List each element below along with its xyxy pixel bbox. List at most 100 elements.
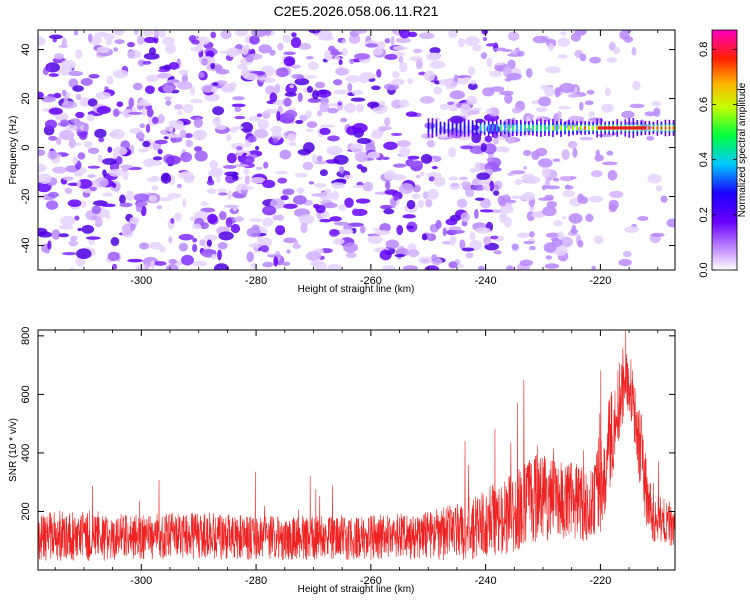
spectrogram-blob: [277, 42, 284, 51]
spectrogram-blob: [119, 194, 126, 205]
spectrogram-blob: [493, 250, 502, 255]
spectrogram-blob: [102, 158, 117, 165]
spectrogram-blob: [461, 181, 472, 189]
spectrogram-blob: [567, 93, 580, 98]
spectrogram-blob: [564, 185, 574, 190]
spectrogram-blob: [143, 52, 160, 60]
spectrogram-blob: [419, 32, 435, 40]
spectrogram-blob: [577, 193, 585, 204]
spectrogram-blob: [449, 182, 461, 191]
spectrogram-blob: [319, 124, 335, 128]
spectrogram-blob: [435, 219, 442, 229]
spectrogram-blob: [388, 81, 396, 85]
spectrogram-blob: [327, 263, 343, 270]
spectrogram-blob: [62, 176, 74, 181]
spectrogram-blob: [257, 76, 268, 81]
spectrogram-blob: [423, 70, 436, 82]
spectrogram-blob: [234, 125, 244, 130]
spectrogram-blob: [399, 146, 411, 158]
spectrogram-blob: [168, 120, 184, 127]
spectrogram-blob: [174, 103, 183, 110]
spectrogram-blob: [87, 147, 100, 154]
spectrogram-blob: [281, 261, 291, 267]
spectrogram-blob: [164, 126, 174, 132]
spectrogram-blob: [335, 67, 350, 76]
spectrogram-blob: [390, 132, 403, 136]
spectrogram-blob: [383, 141, 398, 150]
spectrogram-blob: [297, 92, 303, 102]
spectrogram-blob: [538, 158, 553, 168]
spectrogram-blob: [206, 239, 213, 247]
signal-band-segment: [427, 123, 430, 133]
signal-band-segment: [552, 125, 554, 131]
spectrogram-x-tick-label: -260: [360, 275, 382, 287]
spectrogram-blob: [262, 205, 277, 216]
spectrogram-blob: [327, 135, 340, 142]
spectrogram-blob: [483, 143, 497, 155]
spectrogram-blob: [191, 260, 208, 267]
spectrogram-blob: [194, 150, 208, 162]
spectrogram-blob: [329, 103, 339, 107]
spectrogram-blob: [571, 224, 577, 235]
spectrogram-blob: [47, 191, 59, 198]
spectrogram-blob: [316, 89, 332, 98]
spectrogram-blob: [243, 168, 250, 175]
spectrogram-blob: [75, 248, 92, 260]
spectrogram-blob: [52, 166, 67, 174]
spectrogram-blob: [152, 156, 163, 161]
spectrogram-blob: [168, 61, 179, 70]
spectrogram-blob: [403, 265, 418, 270]
spectrogram-blob: [474, 162, 481, 173]
spectrogram-blob: [506, 72, 522, 80]
spectrogram-blob: [282, 34, 291, 43]
spectrogram-blob: [249, 218, 263, 222]
spectrogram-blob: [162, 84, 174, 94]
spectrogram-blob: [405, 111, 418, 117]
spectrogram-blob: [482, 184, 491, 191]
snr-y-axis: 200 400 600 800: [20, 327, 675, 521]
spectrogram-blob: [428, 176, 436, 182]
spectrogram-blob: [343, 242, 358, 253]
spectrogram-blob: [272, 214, 278, 221]
snr-y-tick-label: 200: [20, 502, 32, 520]
spectrogram-blob: [557, 37, 570, 47]
spectrogram-frame: [37, 29, 676, 271]
spectrogram-blob: [493, 146, 510, 153]
spectrogram-blob: [548, 43, 554, 52]
signal-band-segment: [520, 124, 522, 132]
spectrogram-blob: [68, 267, 75, 270]
spectrogram-blob: [464, 36, 480, 46]
spectrogram-blob: [176, 81, 193, 90]
spectrogram-blob: [176, 183, 182, 189]
spectrogram-blob: [604, 87, 611, 97]
colorbar-tick-label: 0.2: [698, 207, 710, 222]
spectrogram-blob: [127, 41, 135, 48]
spectrogram-blob: [211, 86, 218, 93]
spectrogram-blob: [111, 263, 118, 270]
spectrogram-blob: [359, 225, 366, 234]
spectrogram-blob: [256, 113, 263, 118]
spectrogram-blob: [277, 177, 288, 184]
spectrogram-blob: [139, 242, 150, 250]
spectrogram-blob: [165, 100, 172, 106]
spectrogram-blob: [365, 43, 379, 48]
spectrogram-blob: [55, 112, 69, 122]
spectrogram-blob: [390, 35, 395, 46]
spectrogram-blob: [136, 35, 145, 45]
signal-peak-core: [597, 126, 647, 130]
spectrogram-blob: [206, 179, 215, 186]
spectrogram-blob: [523, 149, 532, 156]
spectrogram-blob: [429, 47, 441, 54]
spectrogram-blob: [45, 200, 59, 210]
spectrogram-blob: [553, 220, 563, 227]
spectrogram-blob: [421, 133, 434, 140]
spectrogram-x-axis: -300 -280 -260 -240 -220: [54, 30, 659, 287]
spectrogram-blob: [379, 249, 392, 261]
spectrogram-blob: [134, 30, 139, 35]
signal-band-segment: [568, 125, 570, 131]
spectrogram-blob: [142, 140, 151, 148]
spectrogram-blob: [314, 81, 326, 89]
spectrogram-blob: [376, 41, 386, 51]
spectrogram-blob: [351, 123, 368, 133]
spectrogram-blob: [331, 181, 345, 189]
